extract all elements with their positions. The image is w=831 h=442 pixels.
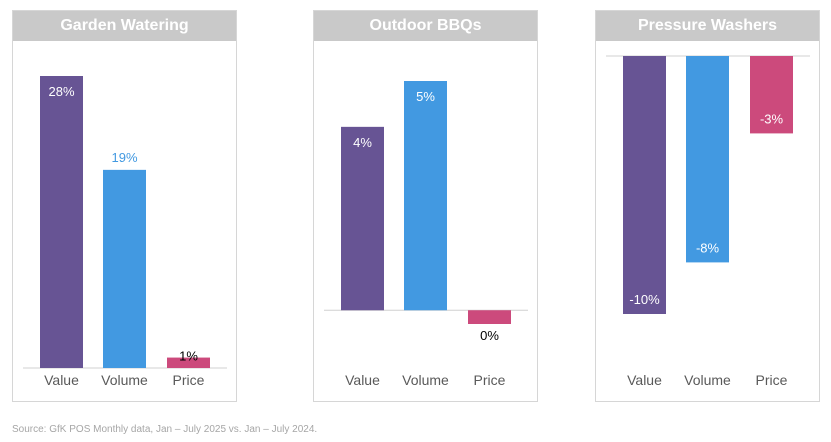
category-label: Volume (684, 372, 731, 388)
bar-value (40, 76, 83, 368)
data-label: 0% (480, 328, 499, 343)
data-label: 1% (179, 349, 198, 364)
chart-panel-outdoor-bbqs: Outdoor BBQs 4% Value 5% Volume 0% Price (313, 10, 538, 402)
bar-volume (404, 81, 447, 311)
chart-panel-garden-watering: Garden Watering 28% Value 19% Volume 1% Price (12, 10, 237, 402)
bar-chart-outdoor-bbqs: 4% Value 5% Volume 0% Price (324, 81, 528, 388)
bar-value (341, 126, 384, 311)
bar-volume (103, 169, 146, 368)
data-label: -3% (760, 111, 784, 126)
data-label: -10% (629, 292, 660, 307)
data-label: 19% (111, 150, 137, 165)
bar-value (623, 56, 666, 314)
category-label: Volume (101, 372, 148, 388)
data-label: -8% (696, 240, 720, 255)
category-label: Value (345, 372, 380, 388)
data-label: 28% (48, 84, 74, 99)
category-label: Price (474, 372, 506, 388)
chart-title: Garden Watering (13, 11, 236, 41)
category-label: Price (756, 372, 788, 388)
chart-panel-pressure-washers: Pressure Washers -10% Value -8% Volume -3% Pr… (595, 10, 820, 402)
chart-title: Outdoor BBQs (314, 11, 537, 41)
bar-price (750, 56, 793, 134)
category-label: Value (44, 372, 79, 388)
data-label: 4% (353, 135, 372, 150)
bar-price (167, 357, 210, 368)
bar-chart-pressure-washers: -10% Value -8% Volume -3% Price (606, 55, 810, 388)
source-note: Source: GfK POS Monthly data, Jan – July… (12, 424, 318, 435)
bar-volume (686, 56, 729, 263)
bar-chart-garden-watering: 28% Value 19% Volume 1% Price (23, 76, 227, 388)
data-label: 5% (416, 89, 435, 104)
chart-title: Pressure Washers (596, 11, 819, 41)
category-label: Value (627, 372, 662, 388)
bar-price (468, 310, 511, 324)
category-label: Price (173, 372, 205, 388)
category-label: Volume (402, 372, 449, 388)
